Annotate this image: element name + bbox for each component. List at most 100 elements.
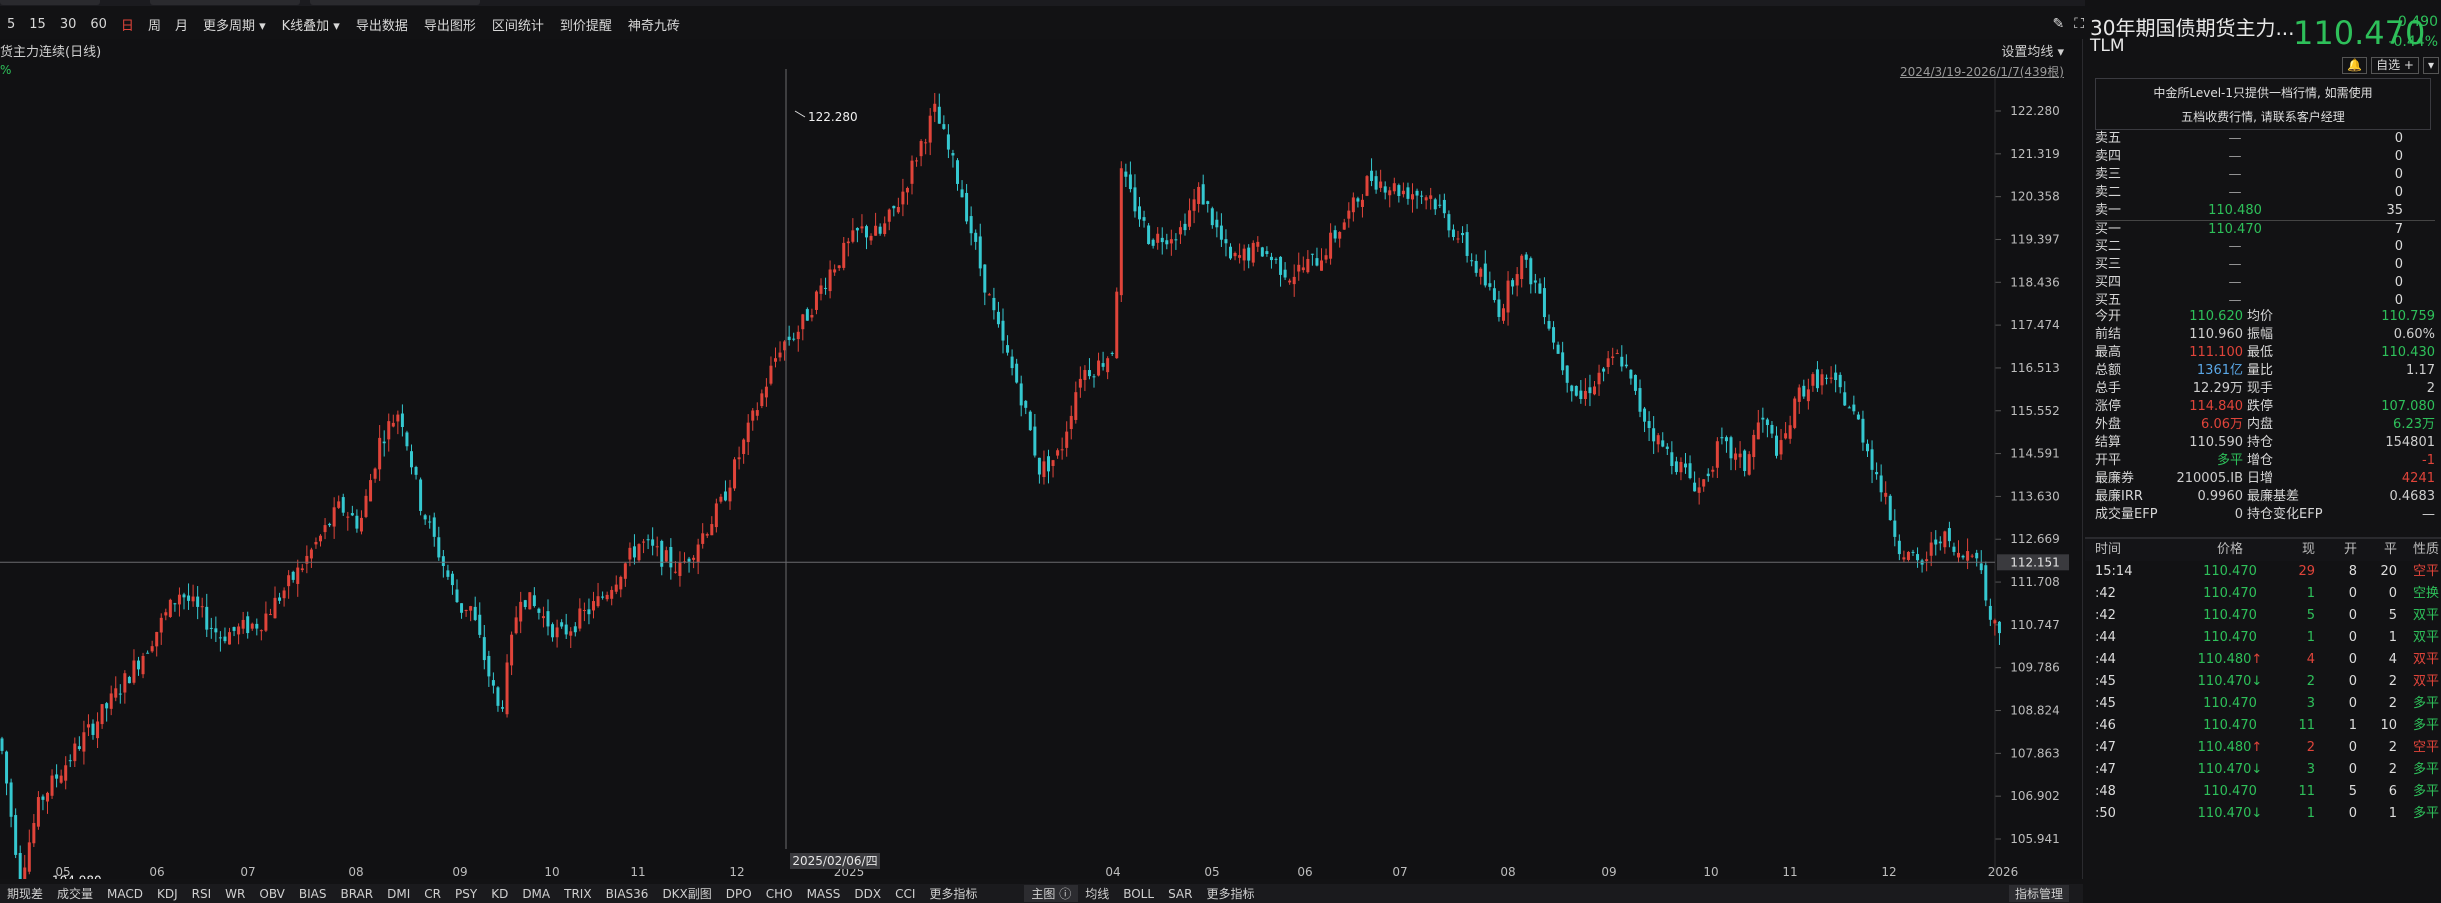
- window-tab[interactable]: [310, 0, 480, 5]
- stat-row: 外盘 6.06万 内盘 6.23万: [2095, 416, 2435, 434]
- period-60[interactable]: 60: [90, 16, 107, 32]
- main-indicator-tab[interactable]: 更多指标: [1206, 887, 1255, 901]
- candle-body: [751, 410, 755, 421]
- bid-row[interactable]: 买二 — 0: [2095, 238, 2435, 256]
- trade-row[interactable]: :47 110.480↑ 2 0 2 空平: [2085, 737, 2441, 759]
- trade-row[interactable]: :45 110.470↓ 2 0 2 双平: [2085, 671, 2441, 693]
- period-day[interactable]: 日: [120, 18, 134, 34]
- level-price: 110.480: [2208, 203, 2262, 218]
- indicator-tab[interactable]: 期现差: [7, 887, 44, 901]
- trade-flat: 5: [2388, 608, 2397, 623]
- main-indicator-tab[interactable]: SAR: [1168, 886, 1193, 901]
- main-indicator-tab[interactable]: BOLL: [1123, 886, 1155, 901]
- ask-row[interactable]: 卖四 — 0: [2095, 148, 2435, 166]
- fullscreen-icon[interactable]: ⛶: [2074, 16, 2084, 32]
- add-watchlist-button[interactable]: 自选 +: [2371, 57, 2419, 74]
- trade-row[interactable]: :45 110.470 3 0 2 多平: [2085, 693, 2441, 715]
- indicator-tab[interactable]: MACD: [107, 886, 144, 901]
- indicator-tab[interactable]: BIAS36: [605, 886, 649, 901]
- trade-row[interactable]: :48 110.470 11 5 6 多平: [2085, 781, 2441, 803]
- main-indicator-tab[interactable]: 主图 ⓘ: [1024, 885, 1079, 902]
- candle-body: [1843, 392, 1847, 406]
- period-5[interactable]: 5: [7, 16, 16, 32]
- bid-row[interactable]: 买三 — 0: [2095, 256, 2435, 274]
- trades-list[interactable]: 15:14 110.470 29 8 20 空平:42 110.470 1 0 0 空换:42 110…: [2085, 561, 2441, 825]
- indicator-tab[interactable]: BIAS: [298, 886, 327, 901]
- period-week[interactable]: 周: [147, 18, 161, 34]
- period-30[interactable]: 30: [59, 16, 77, 32]
- window-tab[interactable]: [150, 0, 300, 5]
- indicator-tab[interactable]: DDX: [854, 886, 882, 901]
- candle-body: [810, 314, 814, 318]
- indicator-tab[interactable]: PSY: [455, 886, 478, 901]
- window-tab[interactable]: [0, 0, 100, 5]
- indicator-bar: 期现差 成交量 MACD KDJ RSI WR OBV BIAS BRAR DMI CR PSY KD D…: [0, 884, 2083, 903]
- ask-row[interactable]: 卖五 — 0: [2095, 130, 2435, 148]
- candle-body: [1338, 232, 1342, 239]
- indicator-tab[interactable]: DKX副图: [662, 887, 712, 901]
- candle-body: [0, 738, 4, 751]
- magic-nine-button[interactable]: 神奇九砖: [627, 18, 680, 34]
- stat-label: 最廉券: [2095, 471, 2135, 486]
- ask-row[interactable]: 卖三 — 0: [2095, 166, 2435, 184]
- ask-row[interactable]: 卖二 — 0: [2095, 184, 2435, 202]
- setting-ma-dropdown[interactable]: 设置均线 ▾: [2001, 45, 2064, 60]
- candle-body: [692, 557, 696, 560]
- candle-body: [191, 596, 195, 602]
- indicator-tab[interactable]: 更多指标: [929, 887, 978, 901]
- indicator-tab[interactable]: KDJ: [157, 886, 178, 901]
- trade-row[interactable]: :46 110.470 11 1 10 多平: [2085, 715, 2441, 737]
- price-alert-button[interactable]: 到价提醒: [559, 18, 612, 34]
- ask-row[interactable]: 卖一 110.480 35: [2095, 202, 2435, 220]
- main-indicator-tab[interactable]: 均线: [1085, 887, 1110, 901]
- pencil-icon[interactable]: ✎: [2052, 16, 2065, 32]
- trade-row[interactable]: :44 110.480↑ 4 0 4 双平: [2085, 649, 2441, 671]
- trade-row[interactable]: :42 110.470 1 0 0 空换: [2085, 583, 2441, 605]
- chevron-down-icon[interactable]: ▾: [2422, 57, 2439, 74]
- export-graph-button[interactable]: 导出图形: [423, 18, 476, 34]
- export-data-button[interactable]: 导出数据: [355, 18, 408, 34]
- indicator-tab[interactable]: KD: [491, 886, 509, 901]
- indicator-tab[interactable]: DPO: [725, 886, 752, 901]
- indicator-tab[interactable]: TRIX: [564, 886, 592, 901]
- trade-row[interactable]: :47 110.470↓ 3 0 2 多平: [2085, 759, 2441, 781]
- indicator-tab[interactable]: CCI: [895, 886, 916, 901]
- indicator-tab[interactable]: OBV: [259, 886, 285, 901]
- more-periods-dropdown[interactable]: 更多周期 ▾: [202, 18, 266, 34]
- range-stats-button[interactable]: 区间统计: [491, 18, 544, 34]
- indicator-tab[interactable]: WR: [225, 886, 246, 901]
- candle-body: [150, 646, 154, 652]
- candle-body: [1351, 197, 1355, 213]
- indicator-tab[interactable]: MASS: [806, 886, 841, 901]
- indicator-manage-button[interactable]: 指标管理: [2008, 885, 2069, 902]
- stat-label: 日增: [2247, 471, 2274, 486]
- stat-label: 前结: [2095, 327, 2122, 342]
- bid-row[interactable]: 买五 — 0: [2095, 292, 2435, 310]
- alert-bell-icon[interactable]: 🔔: [2342, 57, 2368, 74]
- indicator-tab[interactable]: RSI: [191, 886, 212, 901]
- kline-svg[interactable]: 122.280 121.319 120.358 119.397 118.436 117.4…: [0, 39, 2083, 879]
- period-month[interactable]: 月: [174, 18, 188, 34]
- indicator-tab[interactable]: CHO: [765, 886, 793, 901]
- trade-row[interactable]: :44 110.470 1 0 1 双平: [2085, 627, 2441, 649]
- indicator-tab[interactable]: DMI: [387, 886, 411, 901]
- candle-body: [250, 623, 254, 629]
- trade-row[interactable]: :42 110.470 5 0 5 双平: [2085, 605, 2441, 627]
- bid-row[interactable]: 买一 110.470 7: [2095, 220, 2435, 238]
- trade-now: 1: [2306, 586, 2315, 601]
- kline-overlay-dropdown[interactable]: K线叠加 ▾: [281, 18, 340, 34]
- trade-row[interactable]: 15:14 110.470 29 8 20 空平: [2085, 561, 2441, 583]
- indicator-tab[interactable]: BRAR: [340, 886, 374, 901]
- level-volume: 0: [2394, 131, 2403, 146]
- stat-value: 0.4683: [2389, 489, 2436, 504]
- indicator-tab[interactable]: CR: [424, 886, 442, 901]
- kline-chart[interactable]: 122.280 121.319 120.358 119.397 118.436 117.4…: [0, 39, 2083, 879]
- period-15[interactable]: 15: [29, 16, 46, 32]
- indicator-tab[interactable]: DMA: [522, 886, 551, 901]
- kline-canvas[interactable]: 122.280 121.319 120.358 119.397 118.436 117.4…: [0, 39, 2083, 879]
- candle-body: [1838, 374, 1842, 388]
- date-range-link[interactable]: 2024/3/19-2026/1/7(439根): [1899, 65, 2064, 79]
- bid-row[interactable]: 买四 — 0: [2095, 274, 2435, 292]
- indicator-tab[interactable]: 成交量: [57, 887, 94, 901]
- trade-row[interactable]: :50 110.470↓ 1 0 1 多平: [2085, 803, 2441, 825]
